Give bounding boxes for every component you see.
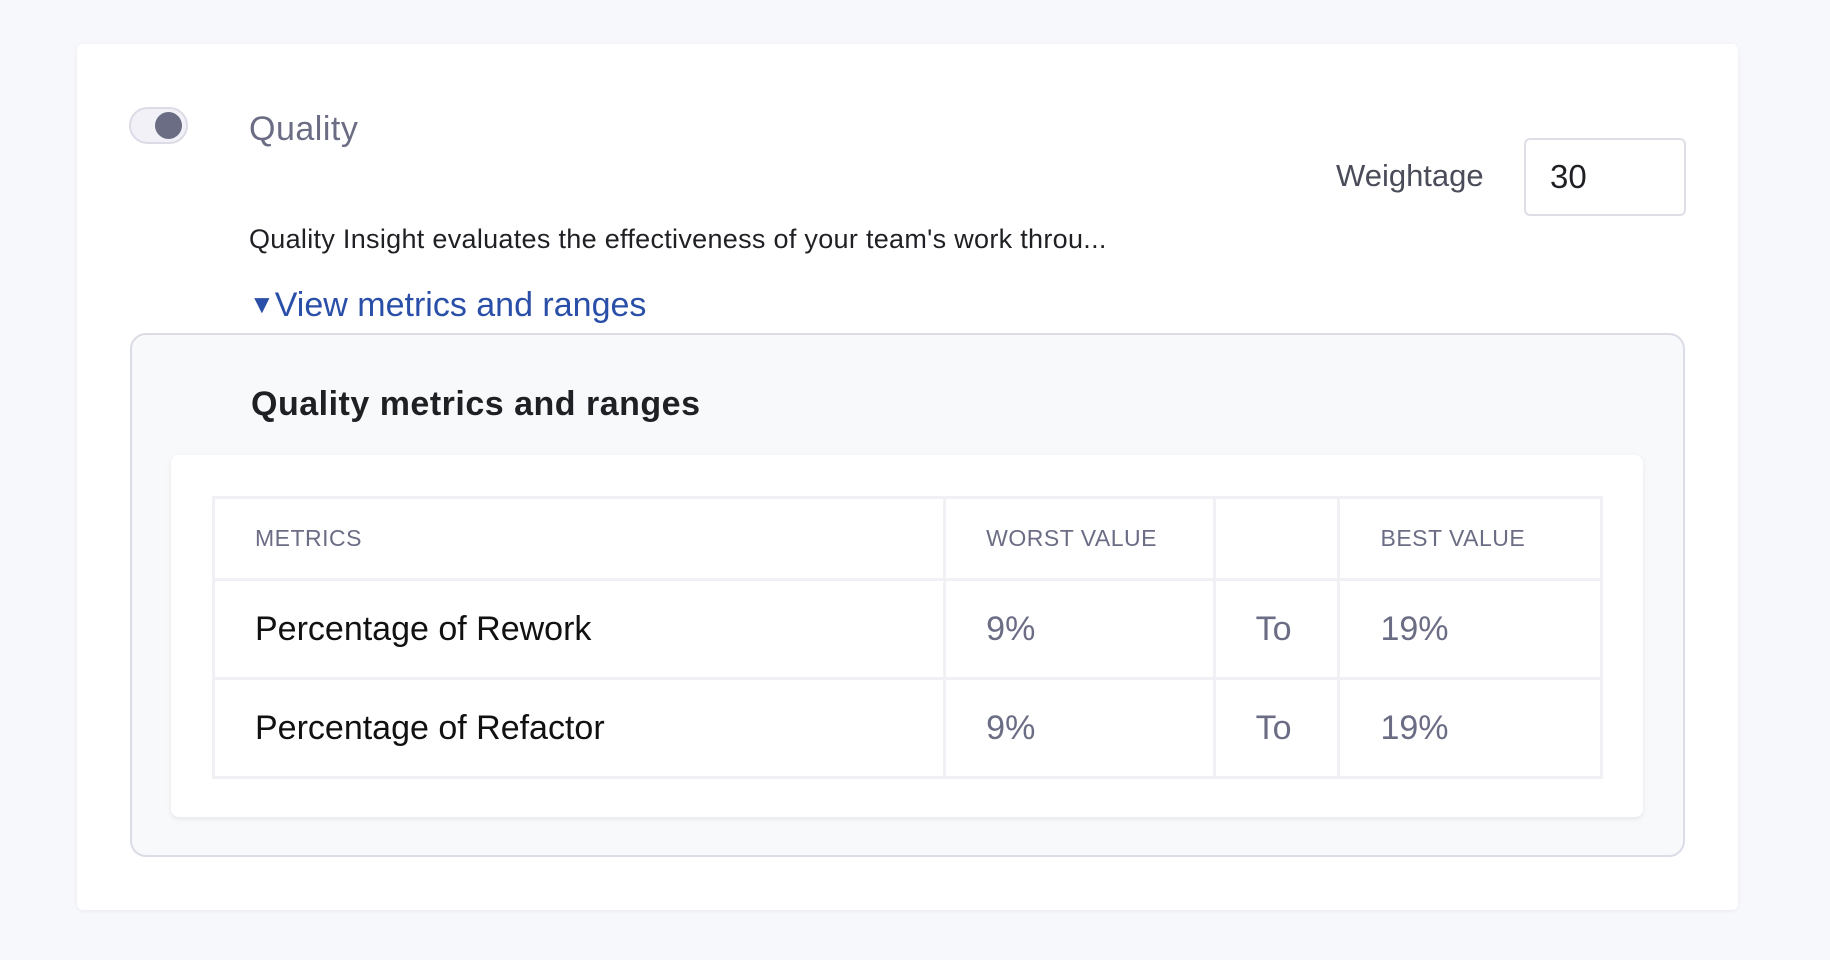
quality-toggle[interactable] xyxy=(129,107,188,144)
link-label: View metrics and ranges xyxy=(274,286,647,324)
header-best-value: BEST VALUE xyxy=(1337,496,1603,581)
header-metrics: METRICS xyxy=(211,496,947,581)
metric-name: Percentage of Rework xyxy=(211,578,947,680)
header-separator xyxy=(1212,496,1341,581)
worst-value: 9% xyxy=(943,677,1216,779)
metrics-table: METRICS WORST VALUE BEST VALUE Percentag… xyxy=(211,496,1603,779)
metrics-table-card: METRICS WORST VALUE BEST VALUE Percentag… xyxy=(171,455,1643,817)
panel-title: Quality metrics and ranges xyxy=(251,385,701,423)
weightage-input[interactable] xyxy=(1524,138,1686,216)
best-value: 19% xyxy=(1337,578,1603,680)
table-row: Percentage of Refactor 9% To 19% xyxy=(211,677,1603,779)
toggle-knob xyxy=(155,112,182,139)
weightage-label: Weightage xyxy=(1336,158,1484,193)
best-value: 19% xyxy=(1337,677,1603,779)
range-separator: To xyxy=(1212,578,1341,680)
table-header-row: METRICS WORST VALUE BEST VALUE xyxy=(211,496,1603,581)
quality-card: Quality Quality Insight evaluates the ef… xyxy=(77,44,1738,910)
metric-name: Percentage of Refactor xyxy=(211,677,947,779)
worst-value: 9% xyxy=(943,578,1216,680)
section-description: Quality Insight evaluates the effectiven… xyxy=(249,224,1107,254)
section-title: Quality xyxy=(249,110,359,148)
header-worst-value: WORST VALUE xyxy=(943,496,1216,581)
metrics-panel: Quality metrics and ranges METRICS WORST… xyxy=(130,333,1685,857)
caret-down-icon: ▼ xyxy=(249,289,275,319)
table-row: Percentage of Rework 9% To 19% xyxy=(211,578,1603,680)
view-metrics-link[interactable]: ▼View metrics and ranges xyxy=(249,286,646,325)
range-separator: To xyxy=(1212,677,1341,779)
